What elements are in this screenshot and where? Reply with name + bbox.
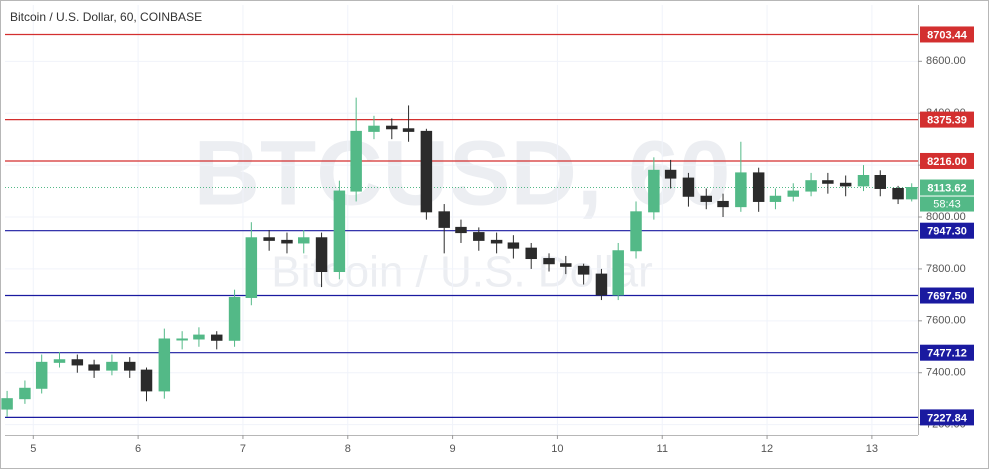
- candle-body: [71, 359, 84, 366]
- watermark-name: Bitcoin / U.S. Dollar: [271, 248, 652, 297]
- candle-body: [735, 172, 747, 208]
- candle-body: [350, 130, 362, 192]
- candle-body: [368, 125, 380, 132]
- candle-body: [210, 334, 223, 341]
- candle-body: [438, 211, 450, 228]
- price-label: 8113.62: [927, 182, 966, 194]
- candle-body: [228, 296, 241, 341]
- candle-body: [822, 180, 834, 184]
- x-tick-label: 5: [30, 443, 36, 455]
- candle-body: [630, 211, 642, 252]
- candle-body: [664, 169, 677, 179]
- price-label: 7477.12: [927, 348, 967, 360]
- y-tick-label: 7600.00: [926, 315, 966, 327]
- candle-body: [88, 364, 100, 371]
- countdown-box: [920, 196, 974, 212]
- candle-body: [905, 187, 918, 200]
- candle-body: [386, 125, 398, 130]
- candle-body: [19, 387, 31, 400]
- y-tick-label: 8000.00: [926, 211, 966, 223]
- price-label: 8216.00: [927, 156, 967, 168]
- x-tick-label: 7: [240, 443, 246, 455]
- candle-body: [123, 361, 136, 371]
- candle-body: [717, 200, 729, 208]
- x-tick-label: 12: [761, 443, 773, 455]
- candle-body: [577, 265, 590, 275]
- price-label: 7227.84: [927, 412, 968, 424]
- price-label-box: [920, 409, 974, 426]
- candle-body: [787, 190, 800, 197]
- candle-body: [857, 174, 870, 187]
- candle-body: [874, 174, 887, 189]
- price-label: 8375.39: [927, 115, 967, 127]
- candle-body: [595, 273, 608, 296]
- price-label-box: [920, 111, 974, 128]
- candle-body: [682, 177, 695, 197]
- candle-body: [315, 237, 328, 273]
- candle-body: [648, 169, 660, 213]
- watermark-symbol: BTCUSD, 60: [194, 122, 731, 224]
- candles: [1, 97, 918, 417]
- price-label: 7947.30: [927, 226, 967, 238]
- candle-body: [490, 239, 503, 244]
- price-label-box: [920, 222, 974, 239]
- candle-body: [263, 237, 275, 241]
- candle-body: [402, 128, 415, 132]
- candle-body: [455, 226, 467, 234]
- candle-body: [53, 359, 66, 363]
- candle-body: [140, 369, 153, 392]
- price-label-box: [920, 344, 974, 361]
- candle-body: [281, 239, 293, 244]
- candle-body: [473, 232, 485, 241]
- candle-body: [298, 237, 310, 244]
- y-tick-label: 7400.00: [926, 367, 966, 379]
- price-label-box: [920, 287, 974, 304]
- candle-body: [1, 398, 13, 410]
- candle-body: [892, 187, 904, 200]
- candle-body: [612, 250, 624, 296]
- y-tick-label: 8600.00: [926, 55, 966, 67]
- price-label-box: [920, 179, 974, 196]
- candle-body: [560, 263, 572, 267]
- candle-body: [35, 361, 48, 389]
- x-tick-label: 6: [135, 443, 141, 455]
- grid: [5, 5, 918, 435]
- candle-body: [176, 338, 188, 341]
- candle-body: [193, 334, 205, 340]
- candle-body: [420, 130, 433, 213]
- candle-body: [525, 247, 537, 260]
- candle-body: [106, 361, 118, 371]
- price-labels: 8703.44 8375.39 8216.00 7947.30 7697.50 7477.…: [920, 26, 974, 426]
- x-tick-label: 10: [551, 443, 563, 455]
- price-label: 8703.44: [927, 29, 968, 41]
- candle-body: [543, 258, 555, 265]
- x-tick-label: 8: [345, 443, 351, 455]
- price-label-box: [920, 26, 974, 43]
- candle-body: [769, 195, 782, 202]
- candle-body: [507, 242, 520, 249]
- price-label-box: [920, 152, 974, 169]
- candle-body: [752, 172, 765, 202]
- candle-body: [245, 237, 258, 298]
- chart-title: Bitcoin / U.S. Dollar, 60, COINBASE: [10, 10, 202, 24]
- x-tick-label: 9: [450, 443, 456, 455]
- price-label: 7697.50: [927, 290, 967, 302]
- candle-body: [839, 182, 852, 187]
- candle-body: [700, 195, 713, 202]
- x-tick-label: 11: [657, 443, 668, 455]
- x-tick-label: 13: [866, 443, 878, 455]
- y-tick-label: 7800.00: [926, 263, 966, 275]
- countdown: 58:43: [933, 198, 961, 210]
- candle-body: [805, 180, 817, 192]
- candle-body: [333, 190, 346, 273]
- candle-body: [158, 338, 171, 392]
